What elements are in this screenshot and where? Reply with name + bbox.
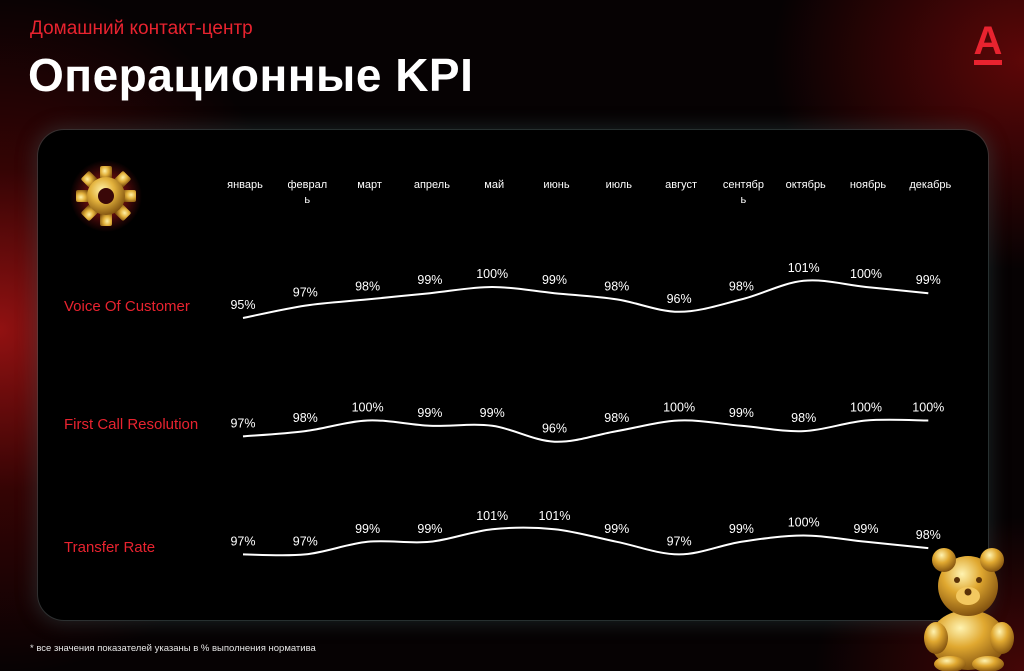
month-label-1: январь: [227, 179, 263, 191]
data-label-transfer-rate-5: 101%: [476, 509, 508, 523]
gold-bear-figure: [924, 548, 1014, 671]
gear-icon: [70, 160, 142, 232]
kpi-panel: [38, 130, 988, 620]
data-label-transfer-rate-10: 100%: [788, 516, 820, 530]
month-label-8: август: [665, 179, 697, 191]
data-label-voice-of-customer-7: 98%: [604, 279, 629, 293]
month-label-3: март: [357, 179, 382, 191]
brand-logo: А: [974, 20, 1003, 65]
series-label-first-call-resolution: First Call Resolution: [64, 416, 199, 433]
month-label-5: май: [484, 179, 504, 191]
data-label-first-call-resolution-8: 100%: [663, 401, 695, 415]
series-line-voice-of-customer: [242, 279, 929, 319]
data-label-first-call-resolution-1: 97%: [230, 416, 255, 430]
month-label-9: сентябр: [723, 179, 764, 191]
data-label-voice-of-customer-3: 98%: [355, 279, 380, 293]
data-label-transfer-rate-9: 99%: [729, 522, 754, 536]
data-label-first-call-resolution-2: 98%: [293, 411, 318, 425]
brand-logo-letter: А: [974, 20, 1003, 63]
data-label-first-call-resolution-7: 98%: [604, 411, 629, 425]
data-label-first-call-resolution-12: 100%: [912, 401, 944, 415]
data-label-voice-of-customer-2: 97%: [293, 286, 318, 300]
month-label-12: декабрь: [909, 179, 951, 191]
data-label-first-call-resolution-10: 98%: [791, 411, 816, 425]
month-label-10: октябрь: [786, 179, 826, 191]
data-label-voice-of-customer-9: 98%: [729, 279, 754, 293]
data-label-voice-of-customer-12: 99%: [916, 273, 941, 287]
data-label-voice-of-customer-11: 100%: [850, 267, 882, 281]
data-label-voice-of-customer-1: 95%: [230, 298, 255, 312]
month-label-2: ь: [304, 194, 310, 206]
data-label-transfer-rate-11: 99%: [853, 522, 878, 536]
data-label-transfer-rate-3: 99%: [355, 522, 380, 536]
data-label-voice-of-customer-5: 100%: [476, 267, 508, 281]
data-label-transfer-rate-1: 97%: [230, 534, 255, 548]
month-label-7: июль: [606, 179, 633, 191]
data-label-transfer-rate-7: 99%: [604, 522, 629, 536]
data-label-first-call-resolution-3: 100%: [352, 401, 384, 415]
month-label-6: июнь: [543, 179, 569, 191]
data-label-voice-of-customer-4: 99%: [417, 273, 442, 287]
series-label-transfer-rate: Transfer Rate: [64, 539, 156, 556]
data-label-transfer-rate-6: 101%: [539, 509, 571, 523]
data-label-transfer-rate-12: 98%: [916, 528, 941, 542]
data-label-transfer-rate-2: 97%: [293, 534, 318, 548]
month-label-9: ь: [741, 194, 747, 206]
series-line-first-call-resolution: [242, 418, 929, 443]
month-label-11: ноябрь: [850, 179, 887, 191]
page-title: Операционные KPI: [28, 49, 474, 101]
page-subtitle: Домашний контакт-центр: [30, 18, 253, 39]
data-label-first-call-resolution-5: 99%: [480, 406, 505, 420]
data-label-transfer-rate-4: 99%: [417, 522, 442, 536]
data-label-first-call-resolution-6: 96%: [542, 422, 567, 436]
data-label-voice-of-customer-8: 96%: [667, 292, 692, 306]
data-label-first-call-resolution-11: 100%: [850, 401, 882, 415]
series-line-transfer-rate: [242, 526, 929, 557]
series-label-voice-of-customer: Voice Of Customer: [64, 298, 190, 315]
month-label-2: феврал: [287, 179, 327, 191]
footnote: * все значения показателей указаны в % в…: [30, 643, 316, 654]
data-label-transfer-rate-8: 97%: [667, 534, 692, 548]
brand-logo-bar: [974, 60, 1002, 65]
data-label-voice-of-customer-10: 101%: [788, 261, 820, 275]
data-label-first-call-resolution-9: 99%: [729, 406, 754, 420]
month-label-4: апрель: [414, 179, 450, 191]
data-label-first-call-resolution-4: 99%: [417, 406, 442, 420]
data-label-voice-of-customer-6: 99%: [542, 273, 567, 287]
